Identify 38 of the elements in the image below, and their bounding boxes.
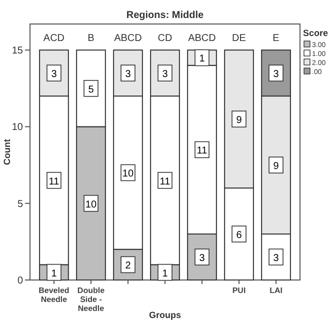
- x-tick-label: PUI: [232, 286, 246, 295]
- annotation: ABCD: [188, 33, 216, 44]
- data-label: 10: [122, 168, 134, 180]
- data-label: 11: [48, 176, 60, 188]
- data-label: 1: [162, 268, 168, 280]
- data-label: 3: [273, 253, 280, 264]
- data-label: 3: [125, 69, 132, 80]
- x-axis-title: Groups: [148, 310, 182, 320]
- data-label: 10: [85, 199, 97, 210]
- y-tick-label: 10: [12, 122, 24, 134]
- y-axis-title: Count: [2, 139, 12, 165]
- annotation: ACD: [43, 33, 65, 44]
- annotation: CD: [158, 33, 172, 44]
- data-label: 11: [160, 176, 171, 188]
- y-tick-label: 5: [17, 198, 24, 210]
- y-tick-label: 0: [17, 276, 24, 286]
- data-label: 9: [236, 115, 242, 126]
- x-tick-label: Double Side - Needle: [77, 286, 106, 313]
- data-label: 1: [51, 268, 58, 280]
- data-label: 3: [199, 253, 206, 264]
- y-tick-label: 15: [12, 46, 24, 57]
- annotation: ABCD: [114, 33, 142, 44]
- annotation: DE: [232, 33, 246, 44]
- data-label: 11: [196, 146, 208, 157]
- data-label: 1: [199, 54, 206, 65]
- chart-title: Regions: Middle: [126, 10, 204, 21]
- data-label: 3: [162, 69, 168, 80]
- annotation: B: [88, 33, 95, 44]
- data-label: 6: [236, 230, 242, 242]
- data-label: 2: [125, 260, 132, 272]
- x-tick-label: Beveled Needle: [38, 286, 70, 304]
- x-tick-label: LAI: [270, 286, 282, 295]
- data-label: 9: [273, 161, 280, 172]
- data-label: 3: [273, 69, 280, 80]
- data-label: 3: [51, 69, 58, 80]
- data-label: 5: [88, 84, 94, 96]
- annotation: E: [272, 33, 280, 44]
- legend-title: Score: [303, 28, 328, 38]
